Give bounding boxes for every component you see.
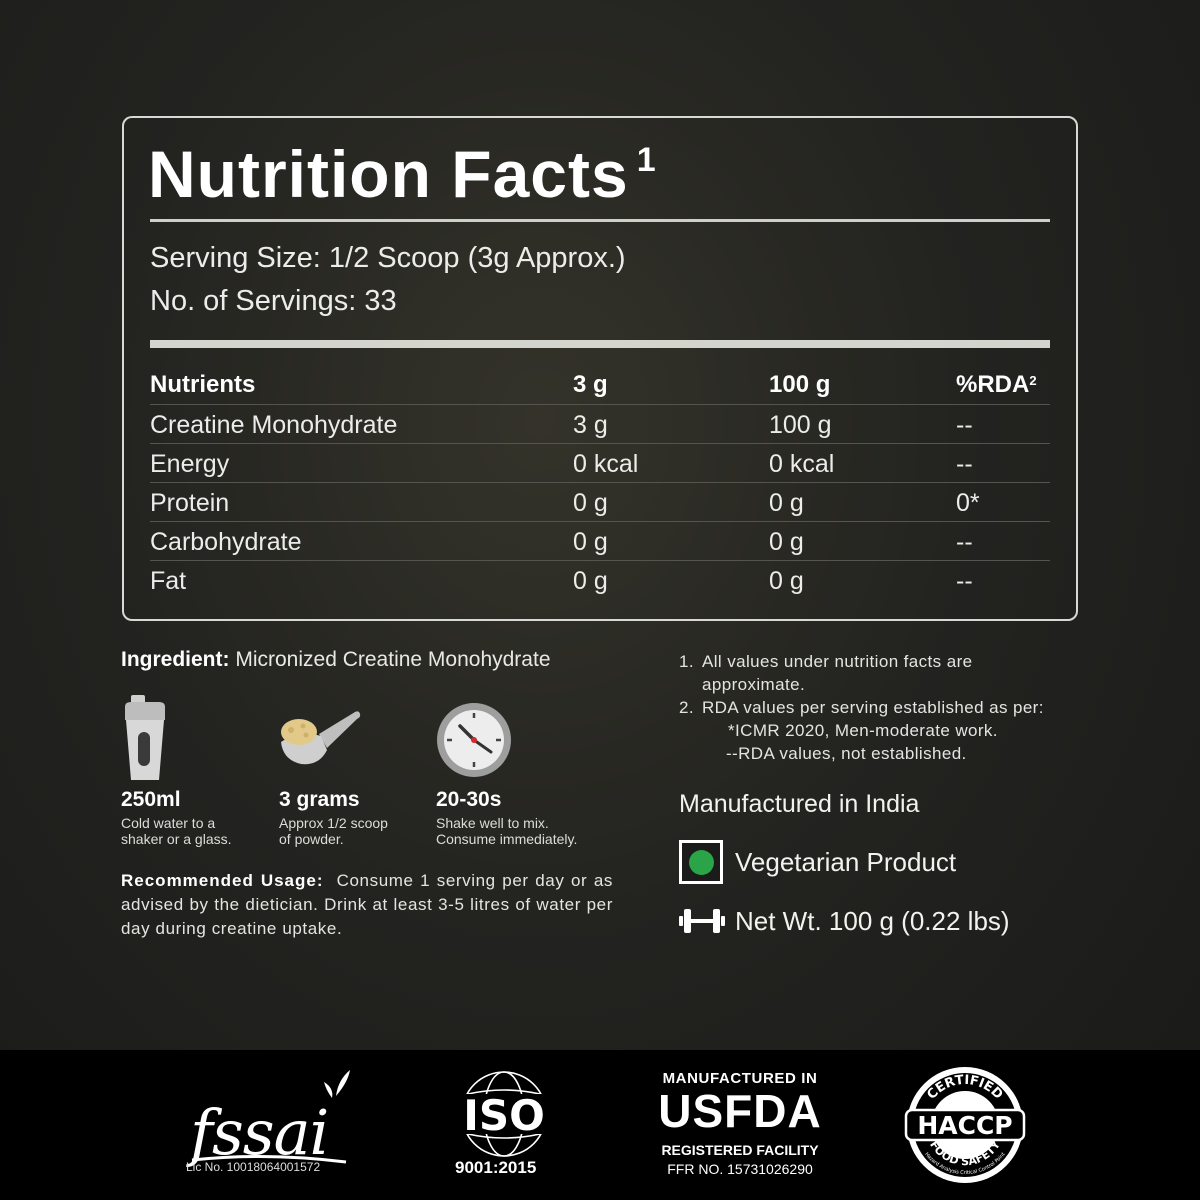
veg-mark-icon [679, 840, 723, 884]
step-shake: 20-30s Shake well to mix. Consume immedia… [436, 690, 586, 847]
usfda-ffr: FFR NO. 15731026290 [667, 1161, 813, 1177]
ingredient-label: Ingredient: [121, 648, 230, 671]
per-100g-value: 100 g [769, 411, 832, 439]
ingredient-value: Micronized Creatine Monohydrate [235, 648, 551, 671]
footnote-1: 1. All values under nutrition facts are … [679, 652, 973, 694]
usfda-badge: MANUFACTURED IN USFDA REGISTERED FACILIT… [650, 1070, 830, 1177]
nutrition-title: Nutrition Facts 1 [148, 137, 657, 211]
table-row: Carbohydrate 0 g 0 g -- [150, 522, 1050, 561]
table-row: Energy 0 kcal 0 kcal -- [150, 444, 1050, 483]
iso-logo: ISO [454, 1071, 554, 1157]
per-100g-value: 0 g [769, 528, 804, 556]
haccp-logo: CERTIFIED FOOD SAFETY Hazard Analysis Cr… [904, 1067, 1026, 1183]
rda-value: -- [956, 567, 973, 595]
step-desc: Approx 1/2 scoop of powder. [279, 815, 388, 847]
step-scoop: 3 grams Approx 1/2 scoop of powder. [279, 690, 429, 847]
certification-footer: fssai Lic No. 10018064001572 ISO 9001:20… [0, 1050, 1200, 1200]
shaker-icon [125, 695, 165, 780]
nutrition-table: Nutrients 3 g 100 g %RDA2 Creatine Monoh… [150, 365, 1050, 600]
net-weight-label: Net Wt. 100 g (0.22 lbs) [735, 905, 1010, 936]
serving-size: Serving Size: 1/2 Scoop (3g Approx.) [150, 242, 626, 274]
step-desc: Shake well to mix. Consume immediately. [436, 815, 578, 847]
nutrition-facts-panel: Nutrition Facts 1 Serving Size: 1/2 Scoop… [122, 116, 1078, 621]
footnotes: 1. All values under nutrition facts are … [679, 650, 1044, 765]
thick-divider [150, 340, 1050, 348]
divider [150, 219, 1050, 222]
per-100g-value: 0 g [769, 489, 804, 517]
usfda-line3: REGISTERED FACILITY [661, 1142, 819, 1158]
step-amount: 250ml [121, 788, 181, 811]
header-rda: %RDA2 [956, 371, 1037, 398]
table-row: Protein 0 g 0 g 0* [150, 483, 1050, 522]
table-header-row: Nutrients 3 g 100 g %RDA2 [150, 365, 1050, 405]
nutrient-name: Fat [150, 567, 187, 595]
rda-value: -- [956, 528, 973, 556]
header-nutrients: Nutrients [150, 371, 256, 398]
iso-number: 9001:2015 [455, 1158, 537, 1177]
per-100g-value: 0 g [769, 567, 804, 595]
per-serving-value: 0 g [573, 489, 608, 517]
title-footnote: 1 [636, 141, 657, 179]
svg-text:HACCP: HACCP [917, 1111, 1012, 1140]
step-amount: 3 grams [279, 788, 360, 811]
servings-count: No. of Servings: 33 [150, 285, 397, 317]
fssai-license: Lic No. 10018064001572 [186, 1160, 321, 1174]
rda-value: -- [956, 411, 973, 439]
ingredient-line: Ingredient: Micronized Creatine Monohydr… [121, 648, 551, 672]
step-water: 250ml Cold water to a shaker or a glass. [121, 690, 271, 847]
nutrient-name: Protein [150, 489, 230, 517]
step-desc: Cold water to a shaker or a glass. [121, 815, 232, 847]
per-100g-value: 0 kcal [769, 450, 835, 478]
fssai-logo: fssai [186, 1070, 350, 1169]
header-per-100g: 100 g [769, 371, 831, 398]
vegetarian-label: Vegetarian Product [735, 846, 957, 877]
scoop-icon [281, 711, 361, 765]
clock-icon [437, 703, 511, 777]
per-serving-value: 0 g [573, 567, 608, 595]
table-row: Creatine Monohydrate 3 g 100 g -- [150, 405, 1050, 444]
step-amount: 20-30s [436, 788, 502, 811]
usfda-title: USFDA [658, 1085, 822, 1137]
net-weight: Net Wt. 100 g (0.22 lbs) [679, 903, 1010, 939]
rda-value: 0* [956, 489, 980, 517]
rda-value: -- [956, 450, 973, 478]
nutrient-name: Carbohydrate [150, 528, 302, 556]
dumbbell-icon [679, 909, 725, 933]
table-row: Fat 0 g 0 g -- [150, 561, 1050, 600]
recommended-usage: Recommended Usage: Consume 1 serving per… [121, 869, 613, 941]
nutrient-name: Energy [150, 450, 230, 478]
usage-label: Recommended Usage: [121, 871, 324, 890]
per-serving-value: 3 g [573, 411, 608, 439]
per-serving-value: 0 kcal [573, 450, 639, 478]
usage-text: Consume 1 serving per day or as advised … [121, 871, 613, 938]
nutrient-name: Creatine Monohydrate [150, 411, 398, 439]
per-serving-value: 0 g [573, 528, 608, 556]
svg-text:ISO: ISO [463, 1091, 545, 1140]
footnote-2: 2. RDA values per serving established as… [679, 698, 1044, 763]
header-per-serving: 3 g [573, 371, 608, 398]
usfda-line1: MANUFACTURED IN [662, 1070, 818, 1087]
vegetarian-badge: Vegetarian Product [679, 840, 956, 884]
manufactured-in: Manufactured in India [679, 790, 920, 818]
